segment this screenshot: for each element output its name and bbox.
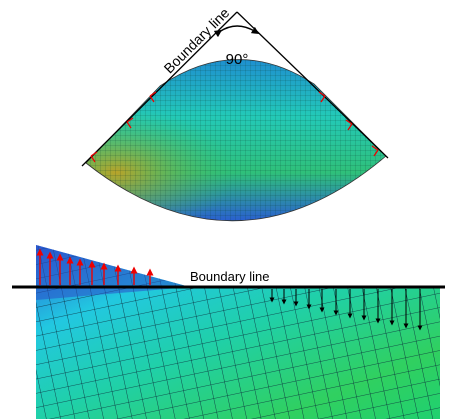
deformation-panel: Boundary line: [12, 245, 445, 419]
boundary-label: Boundary line: [190, 269, 270, 284]
figure: Boundary line 90° Boundary line: [0, 0, 454, 419]
angle-label: 90°: [226, 51, 249, 68]
sector-panel: Boundary line 90°: [82, 4, 388, 220]
